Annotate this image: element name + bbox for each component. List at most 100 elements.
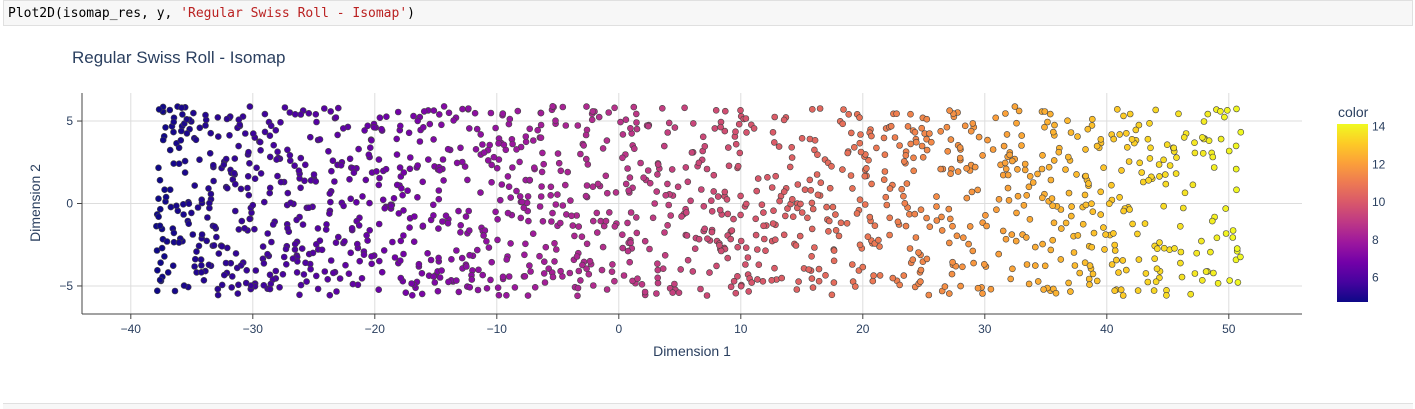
data-point <box>408 280 415 287</box>
data-point <box>585 270 593 278</box>
data-point <box>391 254 399 261</box>
data-point <box>912 234 920 241</box>
data-point <box>286 157 294 164</box>
data-point <box>1177 248 1185 256</box>
data-point <box>314 225 322 232</box>
data-point <box>214 114 222 121</box>
data-point <box>318 246 326 254</box>
data-point <box>1217 135 1225 143</box>
data-point <box>933 203 940 210</box>
data-point <box>1214 279 1222 287</box>
data-point <box>574 284 582 292</box>
data-point <box>959 234 967 241</box>
data-point <box>327 108 335 115</box>
data-point <box>559 202 567 209</box>
data-point <box>794 181 802 188</box>
data-point <box>695 235 703 243</box>
data-point <box>183 116 191 123</box>
data-point <box>299 221 307 228</box>
data-point <box>333 288 340 295</box>
data-point <box>276 283 283 291</box>
x-tick-label: 20 <box>856 322 870 336</box>
data-point <box>279 270 287 278</box>
data-point <box>734 272 741 280</box>
data-point <box>261 110 269 118</box>
data-point <box>1146 120 1153 127</box>
data-point <box>568 212 575 220</box>
data-point <box>627 209 635 216</box>
data-point <box>1156 239 1163 246</box>
data-point <box>808 199 816 207</box>
data-point <box>539 218 547 225</box>
data-point <box>260 281 268 289</box>
data-point <box>891 134 899 141</box>
data-point <box>195 242 203 250</box>
data-point <box>316 237 324 244</box>
data-point <box>732 128 739 135</box>
data-point <box>828 163 835 170</box>
data-point <box>347 249 355 257</box>
data-point <box>843 220 851 227</box>
data-point <box>555 159 563 167</box>
data-point <box>496 196 504 204</box>
data-point <box>622 180 630 188</box>
data-point <box>948 270 956 278</box>
data-point <box>730 277 738 285</box>
data-point <box>202 111 209 119</box>
data-point <box>825 228 832 235</box>
data-point <box>923 214 930 222</box>
data-point <box>980 260 988 268</box>
data-point <box>322 226 330 233</box>
data-point <box>181 157 189 165</box>
data-point <box>464 176 471 184</box>
code-cell[interactable]: Plot2D(isomap_res, y, 'Regular Swiss Rol… <box>3 0 1413 26</box>
next-cell[interactable] <box>3 403 1413 409</box>
data-point <box>1154 245 1161 252</box>
data-point <box>691 245 699 252</box>
data-point <box>1032 262 1039 269</box>
data-point <box>395 210 403 217</box>
data-point <box>912 138 920 146</box>
data-point <box>551 258 558 265</box>
data-point <box>232 207 239 215</box>
data-point <box>947 136 955 143</box>
data-point <box>487 109 495 117</box>
data-point <box>713 262 720 270</box>
data-point <box>287 199 295 207</box>
data-point <box>220 161 228 169</box>
data-point <box>1048 195 1056 202</box>
data-point <box>257 170 265 177</box>
data-point <box>902 222 910 230</box>
data-point <box>534 126 542 134</box>
data-point <box>537 134 545 141</box>
data-point <box>167 203 175 211</box>
data-point <box>410 238 418 245</box>
data-point <box>334 131 341 139</box>
data-point <box>1125 158 1133 165</box>
data-point <box>1097 211 1104 218</box>
data-point <box>1009 265 1016 273</box>
data-point <box>394 108 402 116</box>
data-point <box>1023 234 1030 241</box>
data-point <box>291 246 299 253</box>
data-point <box>243 266 250 274</box>
data-point <box>321 268 329 275</box>
data-point <box>326 291 334 299</box>
data-point <box>638 280 646 288</box>
data-point <box>1110 135 1117 143</box>
data-point <box>536 252 543 260</box>
data-point <box>667 212 675 219</box>
data-point <box>183 130 191 137</box>
data-point <box>159 136 167 144</box>
data-point <box>995 196 1003 203</box>
data-point <box>229 273 236 280</box>
data-point <box>445 278 452 286</box>
data-point <box>1047 176 1055 184</box>
data-point <box>192 255 199 263</box>
data-point <box>603 189 611 197</box>
data-point <box>588 116 596 124</box>
data-point <box>664 222 671 229</box>
data-point <box>662 192 670 199</box>
data-point <box>207 190 215 198</box>
data-point <box>166 186 174 193</box>
